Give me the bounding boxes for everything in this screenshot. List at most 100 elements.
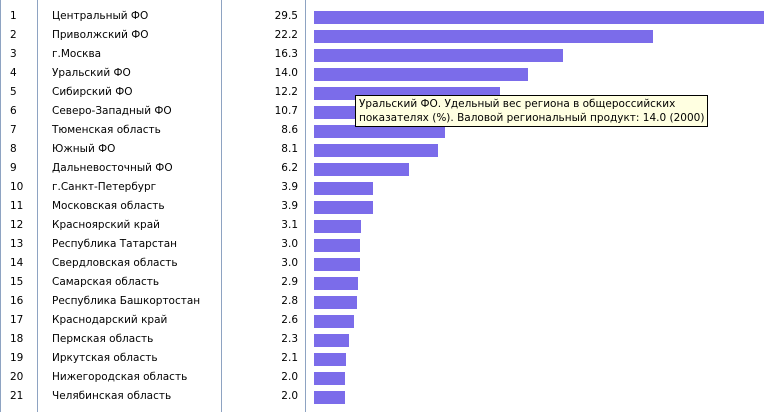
rank-label: 16 bbox=[10, 295, 24, 307]
category-label: Нижегородская область bbox=[52, 371, 188, 383]
rank-label: 20 bbox=[10, 371, 24, 383]
rank-label: 10 bbox=[10, 181, 24, 193]
table-row[interactable]: 8 Южный ФО 8.1 bbox=[0, 141, 772, 160]
bar[interactable] bbox=[314, 125, 445, 138]
table-row[interactable]: 17 Краснодарский край 2.6 bbox=[0, 312, 772, 331]
table-row[interactable]: 1 Центральный ФО 29.5 bbox=[0, 8, 772, 27]
bar[interactable] bbox=[314, 239, 360, 252]
table-row[interactable]: 7 Тюменская область 8.6 bbox=[0, 122, 772, 141]
bar-tooltip: Уральский ФО. Удельный вес региона в общ… bbox=[355, 95, 709, 127]
value-label: 2.1 bbox=[281, 352, 298, 364]
table-row[interactable]: 2 Приволжский ФО 22.2 bbox=[0, 27, 772, 46]
bar[interactable] bbox=[314, 220, 361, 233]
category-label: Республика Башкортостан bbox=[52, 295, 201, 307]
category-label: Северо-Западный ФО bbox=[52, 105, 172, 117]
value-label: 2.0 bbox=[281, 371, 298, 383]
table-row[interactable]: 11 Московская область 3.9 bbox=[0, 198, 772, 217]
category-label: Краснодарский край bbox=[52, 314, 168, 326]
value-label: 2.9 bbox=[281, 276, 298, 288]
rank-label: 9 bbox=[10, 162, 17, 174]
category-label: Челябинская область bbox=[52, 390, 172, 402]
rank-label: 15 bbox=[10, 276, 24, 288]
bar[interactable] bbox=[314, 315, 354, 328]
rank-label: 3 bbox=[10, 48, 17, 60]
bar[interactable] bbox=[314, 201, 373, 214]
column-divider bbox=[37, 0, 38, 412]
table-row[interactable]: 16 Республика Башкортостан 2.8 bbox=[0, 293, 772, 312]
rank-label: 5 bbox=[10, 86, 17, 98]
column-divider bbox=[0, 0, 1, 412]
category-label: Тюменская область bbox=[52, 124, 161, 136]
table-row[interactable]: 19 Иркутская область 2.1 bbox=[0, 350, 772, 369]
bar[interactable] bbox=[314, 277, 358, 290]
value-label: 8.1 bbox=[281, 143, 298, 155]
rank-label: 6 bbox=[10, 105, 17, 117]
table-row[interactable]: 3 г.Москва 16.3 bbox=[0, 46, 772, 65]
table-row[interactable]: 15 Самарская область 2.9 bbox=[0, 274, 772, 293]
rank-label: 14 bbox=[10, 257, 24, 269]
bar[interactable] bbox=[314, 163, 409, 176]
bar[interactable] bbox=[314, 30, 653, 43]
value-label: 2.0 bbox=[281, 390, 298, 402]
bar[interactable] bbox=[314, 11, 764, 24]
category-label: Свердловская область bbox=[52, 257, 178, 269]
rank-label: 4 bbox=[10, 67, 17, 79]
value-label: 12.2 bbox=[274, 86, 298, 98]
value-label: 10.7 bbox=[274, 105, 298, 117]
table-row[interactable]: 14 Свердловская область 3.0 bbox=[0, 255, 772, 274]
bar[interactable] bbox=[314, 391, 345, 404]
table-row[interactable]: 18 Пермская область 2.3 bbox=[0, 331, 772, 350]
category-label: Южный ФО bbox=[52, 143, 116, 155]
rank-label: 11 bbox=[10, 200, 24, 212]
value-label: 14.0 bbox=[274, 67, 298, 79]
rank-label: 8 bbox=[10, 143, 17, 155]
bar[interactable] bbox=[314, 68, 528, 81]
value-label: 3.1 bbox=[281, 219, 298, 231]
table-row[interactable]: 20 Нижегородская область 2.0 bbox=[0, 369, 772, 388]
category-label: г.Санкт-Петербург bbox=[52, 181, 157, 193]
value-label: 3.0 bbox=[281, 238, 298, 250]
category-label: Республика Татарстан bbox=[52, 238, 178, 250]
rank-label: 19 bbox=[10, 352, 24, 364]
table-row[interactable]: 13 Республика Татарстан 3.0 bbox=[0, 236, 772, 255]
value-label: 2.8 bbox=[281, 295, 298, 307]
column-divider bbox=[221, 0, 222, 412]
table-row[interactable]: 4 Уральский ФО 14.0 bbox=[0, 65, 772, 84]
category-label: г.Москва bbox=[52, 48, 102, 60]
column-divider bbox=[305, 0, 306, 412]
rank-label: 21 bbox=[10, 390, 24, 402]
rank-label: 17 bbox=[10, 314, 24, 326]
value-label: 16.3 bbox=[274, 48, 298, 60]
bar[interactable] bbox=[314, 144, 438, 157]
value-label: 2.3 bbox=[281, 333, 298, 345]
tooltip-line-1: Уральский ФО. Удельный вес региона в общ… bbox=[359, 98, 676, 110]
bar[interactable] bbox=[314, 296, 357, 309]
bar[interactable] bbox=[314, 258, 360, 271]
table-row[interactable]: 9 Дальневосточный ФО 6.2 bbox=[0, 160, 772, 179]
value-label: 22.2 bbox=[274, 29, 298, 41]
bar[interactable] bbox=[314, 334, 349, 347]
category-label: Приволжский ФО bbox=[52, 29, 149, 41]
value-label: 3.9 bbox=[281, 181, 298, 193]
table-row[interactable]: 10 г.Санкт-Петербург 3.9 bbox=[0, 179, 772, 198]
category-label: Московская область bbox=[52, 200, 165, 212]
rank-label: 13 bbox=[10, 238, 24, 250]
value-label: 2.6 bbox=[281, 314, 298, 326]
value-label: 3.9 bbox=[281, 200, 298, 212]
rank-label: 2 bbox=[10, 29, 17, 41]
value-label: 29.5 bbox=[274, 10, 298, 22]
category-label: Дальневосточный ФО bbox=[52, 162, 173, 174]
bar[interactable] bbox=[314, 182, 373, 195]
category-label: Пермская область bbox=[52, 333, 154, 345]
category-label: Уральский ФО bbox=[52, 67, 131, 79]
bar[interactable] bbox=[314, 353, 346, 366]
value-label: 6.2 bbox=[281, 162, 298, 174]
category-label: Иркутская область bbox=[52, 352, 158, 364]
rank-label: 1 bbox=[10, 10, 17, 22]
table-row[interactable]: 12 Красноярский край 3.1 bbox=[0, 217, 772, 236]
tooltip-line-2: показателях (%). Валовой региональный пр… bbox=[359, 112, 705, 124]
table-row[interactable]: 21 Челябинская область 2.0 bbox=[0, 388, 772, 407]
bar[interactable] bbox=[314, 49, 563, 62]
bar[interactable] bbox=[314, 372, 345, 385]
